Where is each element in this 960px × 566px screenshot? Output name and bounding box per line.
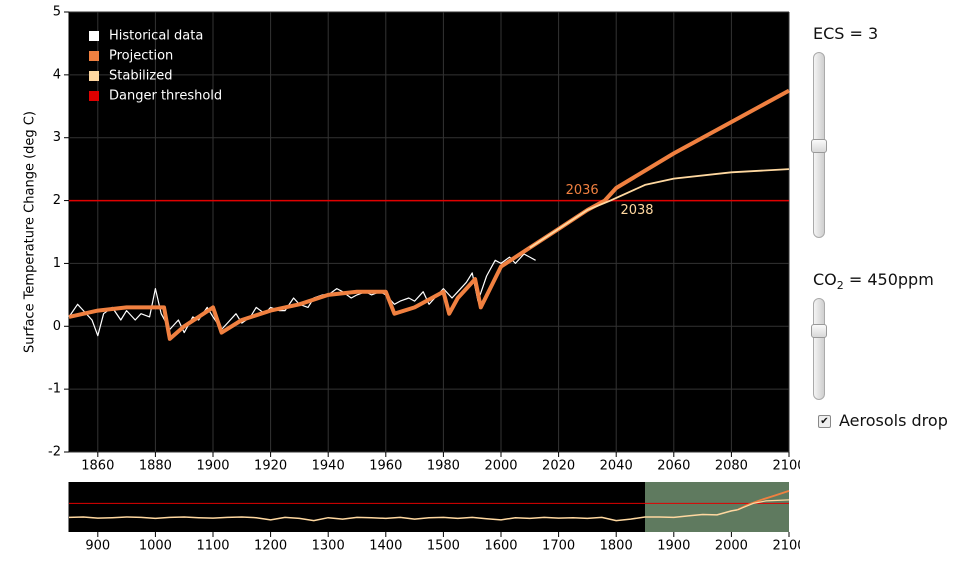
annotation: 2036 (566, 183, 599, 198)
series-line (736, 499, 790, 511)
x-tick-label: 2000 (715, 539, 748, 554)
x-tick-label: 1500 (427, 539, 460, 554)
x-tick-label: 1860 (81, 459, 114, 474)
x-tick-label: 2100 (772, 539, 800, 554)
co2-text: CO (813, 270, 837, 289)
x-tick-label: 1300 (312, 539, 345, 554)
x-tick-label: 1960 (369, 459, 402, 474)
x-tick-label: 1700 (542, 539, 575, 554)
series-line (68, 253, 536, 337)
plot-background (69, 12, 789, 452)
x-tick-label: 1900 (196, 459, 229, 474)
x-tick-label: 2080 (715, 459, 748, 474)
ecs-slider[interactable] (811, 52, 827, 238)
x-tick-label: 1100 (196, 539, 229, 554)
ecs-label: ECS = 3 (813, 24, 879, 43)
co2-label: CO2 = 450ppm (813, 270, 934, 292)
co2-value: = 450ppm (843, 270, 934, 289)
x-tick-label: 1800 (600, 539, 633, 554)
legend-swatch (89, 91, 99, 101)
legend-label: Projection (109, 49, 173, 64)
y-tick-label: 5 (53, 5, 61, 20)
x-tick-label: 900 (85, 539, 110, 554)
x-tick-label: 1400 (369, 539, 402, 554)
legend-swatch (89, 31, 99, 41)
y-tick-label: -2 (48, 445, 61, 460)
legend-label: Stabilized (109, 69, 172, 84)
x-tick-label: 1980 (427, 459, 460, 474)
y-tick-label: 1 (53, 256, 61, 271)
legend-swatch (89, 71, 99, 81)
chart: Surface Temperature Change (deg C) -2 -1 0… (23, 5, 801, 554)
aerosols-label: Aerosols drop (839, 411, 948, 430)
co2-slider[interactable] (811, 298, 827, 400)
x-tick-label: 2040 (600, 459, 633, 474)
x-tick-label: 1880 (139, 459, 172, 474)
checkbox[interactable]: ✔ (818, 415, 831, 428)
x-tick-label: 1940 (312, 459, 345, 474)
x-tick-label: 1900 (657, 539, 690, 554)
x-tick-label: 1920 (254, 459, 287, 474)
y-tick-label: -1 (48, 382, 61, 397)
x-tick-label: 2100 (772, 459, 800, 474)
y-tick-label: 4 (53, 67, 61, 82)
slider-thumb[interactable] (811, 324, 827, 338)
x-tick-label: 2060 (657, 459, 690, 474)
highlight-region (645, 482, 789, 532)
legend-label: Historical data (109, 29, 203, 44)
series-line (68, 509, 738, 522)
y-tick-label: 2 (53, 193, 61, 208)
y-axis-label: Surface Temperature Change (deg C) (23, 111, 38, 353)
x-tick-label: 2000 (484, 459, 517, 474)
annotation: 2038 (620, 203, 653, 218)
x-tick-label: 1000 (139, 539, 172, 554)
aerosols-control[interactable]: ✔ Aerosols drop (818, 411, 948, 430)
series-line (529, 168, 790, 249)
x-tick-label: 2020 (542, 459, 575, 474)
slider-thumb[interactable] (811, 139, 827, 153)
legend-swatch (89, 51, 99, 61)
x-tick-label: 1200 (254, 539, 287, 554)
x-tick-label: 1600 (484, 539, 517, 554)
y-tick-label: 0 (53, 319, 61, 334)
y-tick-label: 3 (53, 130, 61, 145)
legend-label: Danger threshold (109, 89, 222, 104)
co2-sub: 2 (836, 279, 844, 293)
